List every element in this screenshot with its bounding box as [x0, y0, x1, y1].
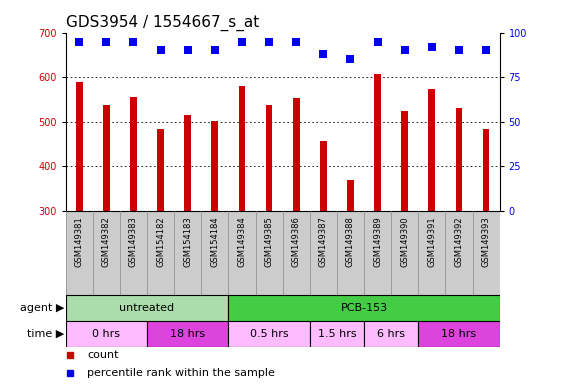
- Text: 0 hrs: 0 hrs: [93, 329, 120, 339]
- Text: percentile rank within the sample: percentile rank within the sample: [87, 368, 275, 378]
- Text: GSM154183: GSM154183: [183, 216, 192, 267]
- Bar: [309, 321, 364, 347]
- Point: [238, 38, 247, 45]
- Bar: [374, 74, 381, 211]
- Bar: [130, 97, 137, 211]
- Text: count: count: [87, 350, 119, 360]
- Text: 1.5 hrs: 1.5 hrs: [317, 329, 356, 339]
- Text: GSM149386: GSM149386: [292, 216, 301, 267]
- Text: GSM149393: GSM149393: [481, 216, 490, 267]
- Bar: [147, 321, 228, 347]
- Bar: [418, 321, 500, 347]
- Bar: [456, 108, 463, 211]
- Point: [210, 47, 219, 53]
- Text: GSM149382: GSM149382: [102, 216, 111, 267]
- Point: [102, 38, 111, 45]
- Text: time ▶: time ▶: [27, 329, 65, 339]
- Text: GSM149381: GSM149381: [75, 216, 84, 267]
- Bar: [184, 115, 191, 211]
- Bar: [228, 295, 500, 321]
- Text: GSM149385: GSM149385: [264, 216, 274, 267]
- Bar: [66, 295, 228, 321]
- Bar: [293, 98, 300, 211]
- Bar: [228, 321, 309, 347]
- Text: GSM149387: GSM149387: [319, 216, 328, 267]
- Text: agent ▶: agent ▶: [20, 303, 65, 313]
- Text: GSM149383: GSM149383: [129, 216, 138, 267]
- Point: [183, 47, 192, 53]
- Text: 0.5 hrs: 0.5 hrs: [250, 329, 288, 339]
- Bar: [239, 86, 246, 211]
- Point: [346, 56, 355, 63]
- Bar: [66, 321, 147, 347]
- Bar: [347, 180, 354, 211]
- Text: PCB-153: PCB-153: [340, 303, 388, 313]
- Point: [427, 44, 436, 50]
- Point: [292, 38, 301, 45]
- Bar: [482, 129, 489, 211]
- Text: 18 hrs: 18 hrs: [441, 329, 477, 339]
- Text: GSM149384: GSM149384: [238, 216, 247, 267]
- Text: GSM149388: GSM149388: [346, 216, 355, 267]
- Point: [455, 47, 464, 53]
- Text: GSM149391: GSM149391: [427, 216, 436, 266]
- Text: untreated: untreated: [119, 303, 175, 313]
- Bar: [157, 129, 164, 211]
- Point: [481, 47, 490, 53]
- Text: GSM149389: GSM149389: [373, 216, 382, 267]
- Text: 18 hrs: 18 hrs: [170, 329, 206, 339]
- Text: GSM154184: GSM154184: [210, 216, 219, 266]
- Text: GSM149392: GSM149392: [455, 216, 464, 266]
- Point: [75, 38, 84, 45]
- Bar: [266, 105, 272, 211]
- Point: [129, 38, 138, 45]
- Point: [319, 51, 328, 57]
- Point: [400, 47, 409, 53]
- Bar: [364, 321, 418, 347]
- Bar: [428, 89, 435, 211]
- Point: [156, 47, 165, 53]
- Bar: [211, 121, 218, 211]
- Text: GDS3954 / 1554667_s_at: GDS3954 / 1554667_s_at: [66, 15, 259, 31]
- Bar: [76, 82, 83, 211]
- Text: GSM154182: GSM154182: [156, 216, 165, 266]
- Text: GSM149390: GSM149390: [400, 216, 409, 266]
- Bar: [320, 141, 327, 211]
- Text: 6 hrs: 6 hrs: [377, 329, 405, 339]
- Bar: [103, 105, 110, 211]
- Bar: [401, 111, 408, 211]
- Point: [264, 38, 274, 45]
- Point: [373, 38, 382, 45]
